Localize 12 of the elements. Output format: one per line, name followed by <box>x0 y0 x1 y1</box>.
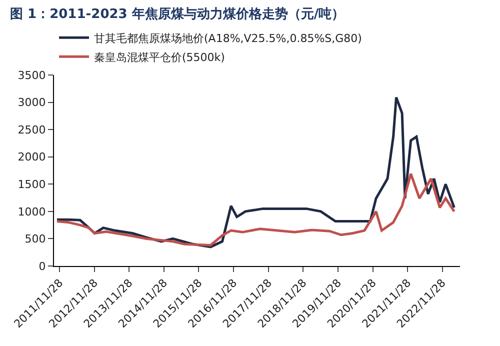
y-tick-label: 3000 <box>18 96 46 110</box>
y-tick-label: 2000 <box>18 150 46 164</box>
y-tick-label: 1000 <box>18 205 46 218</box>
chart-title: 图 1：2011-2023 年焦原煤与动力煤价格走势（元/吨） <box>10 6 345 22</box>
y-tick-label: 0 <box>38 260 46 273</box>
y-tick-label: 2500 <box>18 123 46 136</box>
legend-label: 秦皇岛混煤平仓价(5500k) <box>94 50 225 64</box>
y-tick-label: 3500 <box>18 68 46 82</box>
y-tick-label: 1500 <box>18 178 46 191</box>
legend-label: 甘其毛都焦原煤场地价(A18%,V25.5%,0.85%S,G80) <box>94 32 362 45</box>
y-tick-label: 500 <box>24 232 46 246</box>
line-series <box>56 172 456 247</box>
